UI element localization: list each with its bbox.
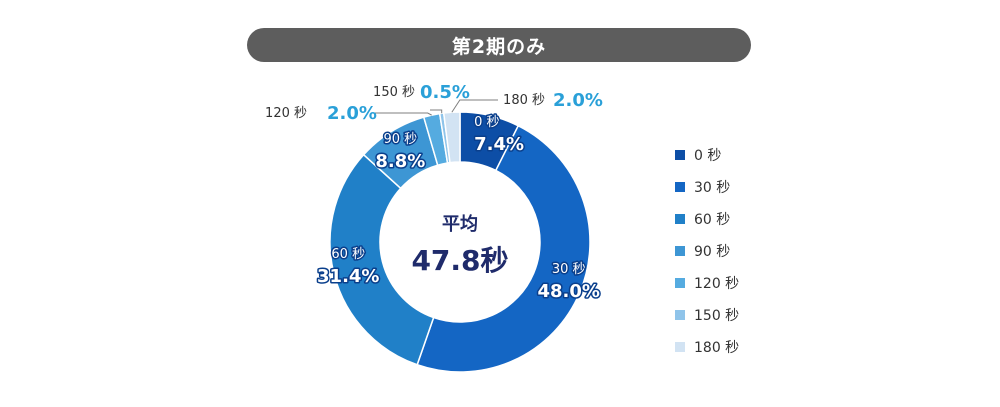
slice-category-label-halo: 60 秒 [331,247,365,262]
legend-item: 120 秒 [675,273,739,293]
leader-line [430,109,443,114]
chart-title: 第2期のみ [451,35,547,58]
outside-value-label: 2.0% [327,103,377,124]
donut-slice [416,124,591,373]
leader-line [451,99,498,113]
outside-category-label: 150 秒 [373,85,415,100]
slice-value-label-halo: 31.4% [317,266,379,287]
legend-swatch [675,182,685,192]
outside-value-label: 2.0% [553,90,603,111]
legend-item: 30 秒 [675,177,730,197]
legend-item: 150 秒 [675,305,739,325]
chart-title-pill: 第2期のみ [247,28,751,62]
leader-line [375,112,432,116]
legend-label: 0 秒 [694,148,722,164]
slice-value-label: 7.4% [474,134,524,155]
donut-slice [442,111,461,164]
legend-item: 180 秒 [675,337,739,357]
legend-label: 180 秒 [694,340,740,356]
legend-label: 120 秒 [694,276,740,292]
donut-slice [329,153,435,366]
slice-category-label: 90 秒 [384,132,418,147]
slice-value-label-halo: 7.4% [474,134,524,155]
legend-item: 90 秒 [675,241,730,261]
center-label: 平均 [442,213,478,235]
legend-label: 90 秒 [694,244,731,260]
legend-item: 60 秒 [675,209,730,229]
legend-swatch [675,214,685,224]
legend-swatch [675,342,685,352]
legend-swatch [675,310,685,320]
slice-value-label: 48.0% [537,281,599,302]
slice-category-label: 60 秒 [331,247,365,262]
legend-label: 60 秒 [694,212,731,228]
slice-value-label: 31.4% [317,266,379,287]
slice-category-label-halo: 30 秒 [552,262,586,277]
outside-category-label: 120 秒 [265,106,307,121]
legend-swatch [675,246,685,256]
legend-item: 0 秒 [675,145,721,165]
outside-category-label: 180 秒 [503,93,545,108]
slice-value-label: 8.8% [375,151,425,172]
outside-value-label: 0.5% [420,82,470,103]
slice-category-label-halo: 90 秒 [384,132,418,147]
legend-swatch [675,278,685,288]
slice-value-label-halo: 48.0% [537,281,599,302]
legend-label: 150 秒 [694,308,740,324]
legend-swatch [675,150,685,160]
slice-category-label: 0 秒 [474,115,499,130]
center-value: 47.8秒 [411,244,508,277]
slice-value-label-halo: 8.8% [375,151,425,172]
slice-category-label: 30 秒 [552,262,586,277]
slice-category-label-halo: 0 秒 [474,115,499,130]
legend-label: 30 秒 [694,180,731,196]
